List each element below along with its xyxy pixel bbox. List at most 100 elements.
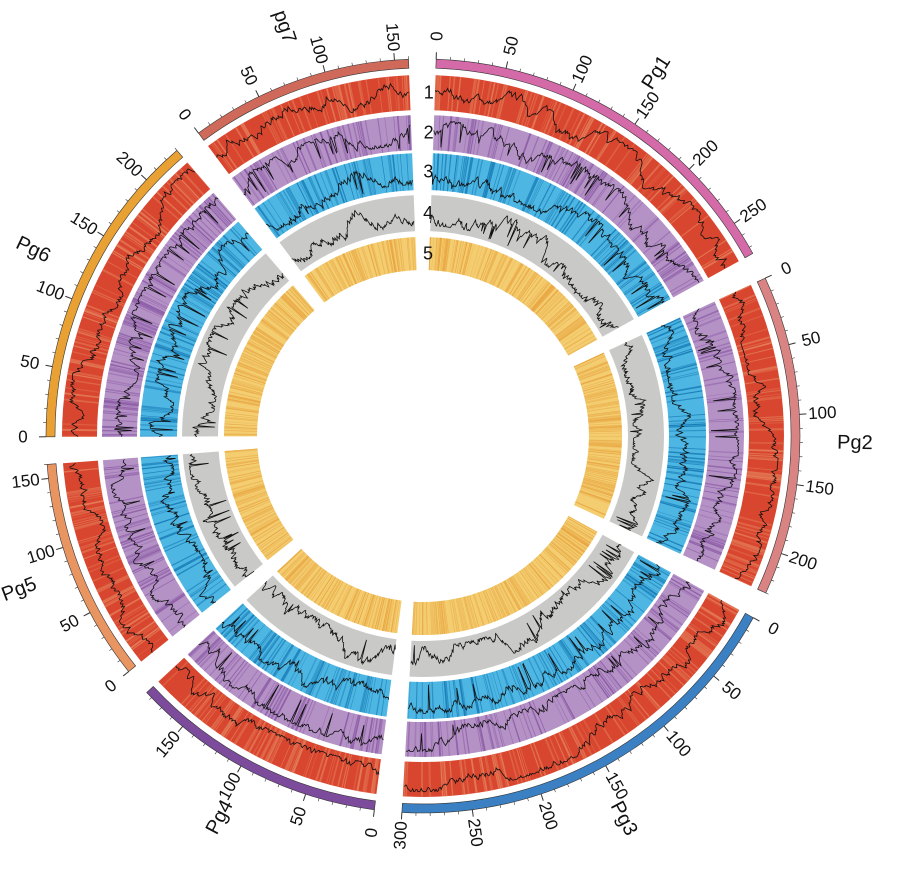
- track-3-stripe: [145, 379, 182, 389]
- track-1-stripe: [582, 719, 602, 751]
- track-2-stripe: [341, 125, 352, 160]
- tick-mark: [108, 222, 112, 225]
- track-3-stripe: [375, 678, 384, 716]
- track-1-stripe: [478, 757, 486, 792]
- track-5-stripe: [256, 526, 285, 546]
- track-5-stripe: [283, 293, 308, 318]
- track-5-stripe: [314, 268, 333, 297]
- track-5-stripe: [230, 384, 263, 394]
- track-3-stripe: [381, 156, 388, 193]
- track-3-line: [408, 560, 662, 715]
- track-5-stripe: [378, 597, 387, 631]
- track-5-stripe: [535, 557, 559, 583]
- track-2-stripe: [128, 548, 161, 565]
- track-5-stripe: [237, 496, 269, 510]
- track-3-stripe: [583, 621, 609, 651]
- track-5-stripe: [527, 565, 549, 591]
- track-5-stripe: [586, 466, 619, 474]
- track-1-stripe: [687, 625, 717, 647]
- track-3-stripe: [471, 158, 480, 195]
- track-5-stripe: [442, 600, 447, 634]
- tick-mark: [781, 553, 789, 557]
- track-5-stripe: [241, 504, 272, 519]
- track-1-stripe: [77, 531, 112, 543]
- track-5-stripe: [512, 575, 531, 604]
- track-1-stripe: [662, 655, 690, 681]
- track-5-stripe: [539, 553, 564, 579]
- track-2-stripe: [144, 275, 176, 294]
- track-1-stripe: [733, 535, 767, 547]
- track-1-stripe: [70, 507, 106, 517]
- track-2-stripe: [688, 541, 722, 556]
- track-3-line: [159, 455, 217, 604]
- track-5-stripe: [582, 379, 615, 390]
- track-3-line: [148, 232, 250, 437]
- track-5-stripe: [541, 296, 566, 321]
- track-1-stripe: [516, 748, 527, 782]
- track-5-stripe: [505, 263, 523, 293]
- tick-mark: [122, 671, 129, 677]
- track-5-stripe: [588, 418, 622, 422]
- track-2-stripe: [708, 458, 743, 463]
- track-5-stripe: [576, 360, 608, 375]
- track-3-stripe: [223, 610, 251, 638]
- track-2-stripe: [336, 126, 348, 161]
- track-2-stripe: [683, 303, 716, 319]
- track-5-stripe: [228, 472, 262, 481]
- track-5-stripe: [506, 263, 524, 293]
- track-1-line: [175, 665, 380, 776]
- track-5-stripe: [438, 237, 443, 271]
- track-5-stripe: [280, 552, 305, 576]
- track-5-stripe: [487, 589, 501, 620]
- track-1-stripe: [96, 574, 129, 592]
- track-5-stripe: [370, 243, 380, 276]
- track-5-stripe: [588, 424, 622, 428]
- track-5-stripe: [586, 463, 620, 470]
- track-5-stripe: [344, 588, 359, 620]
- track-1-stripe: [730, 542, 765, 556]
- track-3-stripe: [668, 455, 706, 460]
- track-1-stripe: [541, 99, 555, 133]
- track-2-stripe: [488, 123, 498, 158]
- track-1-stripe: [653, 666, 679, 692]
- track-1-stripe: [125, 620, 156, 643]
- track-1-stripe: [73, 518, 108, 529]
- track-5-stripe: [368, 595, 378, 628]
- tick-mark: [746, 629, 750, 632]
- track-3-stripe: [218, 239, 246, 267]
- track-3-stripe: [590, 228, 617, 257]
- track-5-stripe: [491, 254, 505, 285]
- track-5-stripe: [394, 600, 400, 633]
- track-5-stripe: [588, 428, 622, 430]
- tick-mark: [290, 789, 293, 793]
- track-2-stripe: [136, 291, 168, 308]
- track-5-stripe: [557, 318, 585, 339]
- track-1-stripe: [543, 100, 558, 134]
- track-1-line: [434, 87, 728, 269]
- track-5-stripe: [231, 380, 264, 391]
- track-4-background: [246, 575, 397, 675]
- track-1-stripe: [618, 696, 641, 725]
- track-5-stripe: [516, 271, 536, 299]
- tick-mark: [310, 72, 312, 77]
- track-2-stripe: [658, 254, 688, 275]
- track-5-stripe: [225, 454, 259, 460]
- track-3-stripe: [189, 574, 221, 597]
- track-1-stripe: [613, 143, 636, 173]
- track-3-stripe: [305, 659, 322, 694]
- track-2-stripe: [528, 701, 543, 735]
- track-5-stripe: [385, 599, 393, 632]
- track-1-stripe: [289, 738, 304, 772]
- track-1-line: [404, 600, 727, 793]
- track-1-stripe: [745, 481, 781, 489]
- track-2-stripe: [599, 660, 623, 689]
- track-3-stripe: [649, 531, 684, 548]
- track-1-stripe: [220, 705, 242, 736]
- track-1-stripe: [78, 327, 112, 340]
- track-1-stripe: [722, 562, 756, 578]
- track-5-stripe: [583, 478, 616, 489]
- track-1-stripe: [341, 753, 351, 788]
- track-5-stripe: [256, 327, 285, 346]
- track-2-stripe: [468, 119, 475, 154]
- track-2-stripe: [314, 133, 327, 167]
